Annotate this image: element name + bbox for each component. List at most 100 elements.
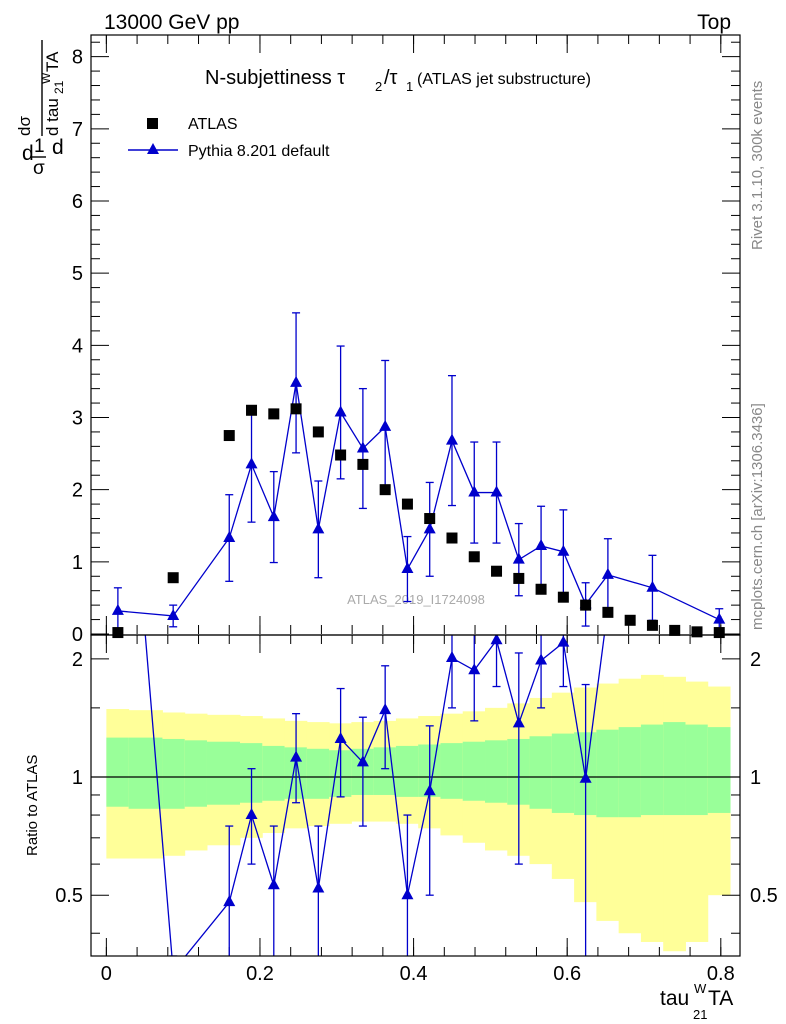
ratio-ytick-label-right: 1 [750, 767, 761, 789]
ratio-pythia-point [401, 888, 414, 900]
legend: ATLAS Pythia 8.201 default [128, 116, 330, 160]
atlas-point [167, 572, 179, 584]
ratio-ytick-label-left: 2 [72, 649, 83, 671]
pythia-point [601, 567, 614, 579]
atlas-point [446, 532, 458, 544]
ratio-pythia-point [356, 755, 369, 767]
ylabel-supW: W [39, 72, 53, 84]
atlas-point [312, 426, 324, 438]
plot-title: N-subjettiness τ 2 /τ 1 (ATLAS jet subst… [205, 67, 591, 94]
band-inner-segment [162, 738, 186, 809]
mcplots-source-label: mcplots.cern.ch [arXiv:1306.3436] [749, 403, 766, 630]
ylabel-sigma: σ [33, 158, 45, 179]
atlas-point [290, 403, 302, 415]
atlas-point [557, 591, 569, 603]
ratio-xtick-label: 0 [101, 963, 112, 985]
legend-pythia-label: Pythia 8.201 default [188, 143, 330, 160]
atlas-point [112, 627, 124, 639]
ratio-uncertainty-bands [106, 674, 731, 952]
pythia-point [490, 485, 503, 497]
pythia-point [468, 485, 481, 497]
ratio-pythia-point [312, 881, 325, 893]
xlabel-supW: W [694, 981, 707, 996]
pythia-line [117, 382, 720, 621]
top-ytick-label: 3 [72, 407, 83, 429]
ylabel-d2: d [52, 136, 64, 159]
band-inner-segment [640, 724, 664, 816]
pythia-point [223, 531, 236, 543]
atlas-point [669, 624, 681, 636]
top-ytick-label: 2 [72, 480, 83, 502]
band-inner-segment [128, 737, 163, 809]
ratio-pythia-point [223, 895, 236, 907]
top-ytick-label: 1 [72, 552, 83, 574]
top-ytick-label: 7 [72, 119, 83, 141]
ratio-frame [90, 634, 741, 957]
title-main: N-subjettiness τ [205, 67, 345, 89]
pythia-point [512, 552, 525, 564]
pythia-point [535, 538, 548, 550]
ratio-pythia-point [512, 716, 525, 728]
ratio-pythia-point [245, 808, 258, 820]
xlabel: tau 21 W TA [660, 981, 733, 1022]
pythia-point [445, 433, 458, 445]
top-ytick-label: 5 [72, 263, 83, 285]
ratio-data-layer [144, 635, 605, 956]
top-ytick-label: 8 [72, 47, 83, 69]
atlas-point [401, 498, 413, 510]
atlas-point [246, 404, 258, 416]
ratio-ytick-label-right: 0.5 [750, 885, 778, 907]
atlas-point [379, 484, 391, 496]
band-inner-segment [462, 741, 486, 801]
pythia-point [312, 522, 325, 534]
top-axes: 0 1 2 3 4 5 6 7 8 [72, 35, 740, 646]
pythia-point [713, 612, 726, 624]
ylabel-d1: d [22, 142, 34, 165]
title-sub1: 2 [375, 79, 382, 94]
top-ytick-label: 4 [72, 335, 83, 357]
pythia-point [334, 405, 347, 417]
pythia-point [401, 562, 414, 574]
pythia-point [290, 375, 303, 387]
ratio-xtick-label: 0.2 [246, 963, 274, 985]
atlas-point [535, 583, 547, 595]
pythia-point [167, 608, 180, 620]
atlas-point [624, 614, 636, 626]
ratio-axes: 0.5 0.5 1 1 2 2 0 0.2 0.4 0.6 0.8 [55, 635, 778, 985]
top-ylabel: d 1 σ d dσ d tau 21 W TA [15, 40, 66, 179]
legend-atlas-label: ATLAS [188, 116, 238, 133]
pythia-point [267, 510, 280, 522]
band-inner-segment [306, 748, 330, 799]
atlas-point [335, 449, 347, 461]
atlas-point [357, 458, 369, 470]
ratio-pythia-point [468, 663, 481, 675]
pythia-point [356, 441, 369, 453]
ratio-ylabel: Ratio to ATLAS [24, 755, 41, 856]
atlas-point [223, 430, 235, 442]
top-data-layer [111, 312, 726, 639]
atlas-point [580, 599, 592, 611]
pythia-point [423, 522, 436, 534]
band-inner-segment [529, 736, 553, 809]
ratio-pythia-point [579, 771, 592, 783]
atlas-point [602, 606, 614, 618]
title-slash: /τ [384, 67, 398, 89]
ratio-pythia-point [290, 750, 303, 762]
ratio-ytick-label-left: 0.5 [55, 885, 83, 907]
band-inner-segment [395, 745, 419, 797]
ratio-pythia-line [144, 635, 605, 956]
ratio-pythia-point [445, 650, 458, 662]
band-inner-segment [206, 741, 241, 805]
ratio-xtick-label: 0.4 [400, 963, 428, 985]
pythia-point [646, 580, 659, 592]
ratio-ytick-label-left: 1 [72, 767, 83, 789]
atlas-point [691, 626, 703, 638]
header-energy-label: 13000 GeV pp [104, 11, 239, 34]
atlas-point [424, 513, 436, 525]
ylabel-dsigma: dσ [15, 116, 34, 136]
atlas-point [513, 572, 525, 584]
top-ytick-label: 0 [72, 624, 83, 646]
ylabel-dtau: d tau [43, 98, 62, 136]
atlas-point [713, 627, 725, 639]
